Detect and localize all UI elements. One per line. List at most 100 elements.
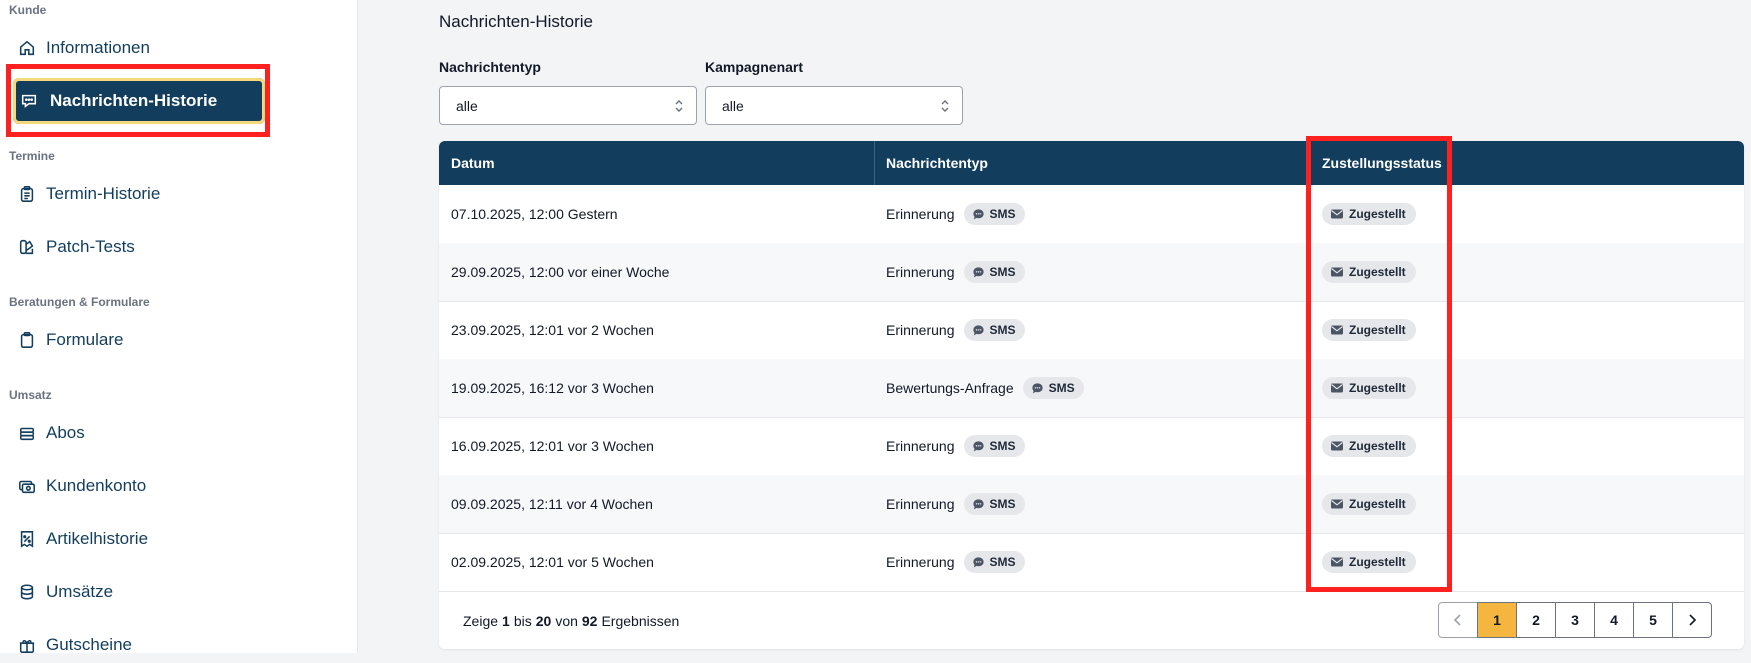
date-cell: 02.09.2025, 12:01 vor 5 Wochen xyxy=(451,533,654,591)
channel-badge: SMS xyxy=(963,493,1025,515)
type-cell: Erinnerung SMS xyxy=(886,533,1025,591)
channel-badge: SMS xyxy=(963,435,1025,457)
envelope-icon xyxy=(1331,499,1343,509)
table-row: 23.09.2025, 12:01 vor 2 Wochen Erinnerung… xyxy=(439,301,1744,360)
sidebar-item-termin-historie[interactable]: Termin-Historie xyxy=(18,176,160,212)
prev-page-button[interactable] xyxy=(1438,602,1478,638)
type-cell: Erinnerung SMS xyxy=(886,475,1025,533)
status-text: Zugestellt xyxy=(1349,439,1406,453)
column-header-zustellungsstatus[interactable]: Zustellungsstatus xyxy=(1322,155,1442,171)
type-text: Erinnerung xyxy=(886,554,955,570)
sidebar: Kunde Informationen Nachrichten-Historie… xyxy=(0,0,358,654)
summary-to: 20 xyxy=(535,612,552,629)
date-text: 29.09.2025, 12:00 vor einer Woche xyxy=(451,264,670,280)
summary-text: Ergebnissen xyxy=(601,612,680,629)
sidebar-item-umsaetze[interactable]: Umsätze xyxy=(18,574,113,610)
date-text: 07.10.2025, 12:00 Gestern xyxy=(451,206,618,222)
type-text: Bewertungs-Anfrage xyxy=(886,380,1014,396)
summary-from: 1 xyxy=(502,612,510,629)
type-text: Erinnerung xyxy=(886,496,955,512)
type-text: Erinnerung xyxy=(886,438,955,454)
column-divider xyxy=(874,141,875,185)
summary-text: von xyxy=(555,612,578,629)
sidebar-item-abos[interactable]: Abos xyxy=(18,415,85,451)
sidebar-item-label: Patch-Tests xyxy=(46,237,135,256)
chat-bubble-icon xyxy=(972,556,984,567)
date-text: 09.09.2025, 12:11 vor 4 Wochen xyxy=(451,496,653,512)
summary-total: 92 xyxy=(581,612,598,629)
channel-text: SMS xyxy=(989,265,1016,279)
channel-badge: SMS xyxy=(963,551,1025,573)
section-label-kunde: Kunde xyxy=(9,3,47,17)
sidebar-item-patch-tests[interactable]: Patch-Tests xyxy=(18,229,135,265)
table-row: 09.09.2025, 12:11 vor 4 Wochen Erinnerung… xyxy=(439,475,1744,534)
page-button-2[interactable]: 2 xyxy=(1516,602,1556,638)
column-header-datum[interactable]: Datum xyxy=(451,155,495,171)
channel-text: SMS xyxy=(1048,381,1075,395)
status-text: Zugestellt xyxy=(1349,555,1406,569)
sidebar-item-label: Informationen xyxy=(46,38,150,57)
column-header-nachrichtentyp[interactable]: Nachrichtentyp xyxy=(886,155,988,171)
sidebar-item-label: Gutscheine xyxy=(46,635,132,654)
status-text: Zugestellt xyxy=(1349,265,1406,279)
channel-text: SMS xyxy=(989,555,1016,569)
envelope-icon xyxy=(1331,383,1343,393)
message-icon xyxy=(20,92,38,110)
page-button-1[interactable]: 1 xyxy=(1477,602,1517,638)
page-button-4[interactable]: 4 xyxy=(1594,602,1634,638)
clipboard-icon xyxy=(18,331,36,349)
sidebar-item-formulare[interactable]: Formulare xyxy=(18,322,123,358)
results-summary: Zeige 1 bis 20 von 92 Ergebnissen xyxy=(463,592,679,649)
stack-icon xyxy=(18,424,36,442)
status-cell: Zugestellt xyxy=(1322,359,1416,417)
sidebar-item-kundenkonto[interactable]: Kundenkonto xyxy=(18,468,146,504)
table-row: 07.10.2025, 12:00 Gestern Erinnerung SMS Zu… xyxy=(439,185,1744,244)
chat-bubble-icon xyxy=(972,440,984,451)
channel-badge: SMS xyxy=(963,203,1025,225)
database-icon xyxy=(18,583,36,601)
channel-text: SMS xyxy=(989,207,1016,221)
chat-bubble-icon xyxy=(972,208,984,219)
status-cell: Zugestellt xyxy=(1322,185,1416,243)
section-label-termine: Termine xyxy=(9,149,55,163)
sidebar-item-label: Artikelhistorie xyxy=(46,529,149,548)
page-button-5[interactable]: 5 xyxy=(1633,602,1673,638)
table-header: Datum Nachrichtentyp Zustellungsstatus xyxy=(439,141,1744,185)
channel-text: SMS xyxy=(989,439,1016,453)
kampagnenart-select[interactable]: alle xyxy=(705,86,963,125)
summary-text: Zeige xyxy=(463,612,499,629)
channel-badge: SMS xyxy=(963,261,1025,283)
chevron-up-down-icon xyxy=(941,100,949,112)
sidebar-item-label: Kundenkonto xyxy=(46,476,147,495)
date-cell: 16.09.2025, 12:01 vor 3 Wochen xyxy=(451,417,654,475)
type-cell: Erinnerung SMS xyxy=(886,243,1025,301)
date-cell: 07.10.2025, 12:00 Gestern xyxy=(451,185,618,243)
receipt-percent-icon xyxy=(18,530,36,548)
type-cell: Erinnerung SMS xyxy=(886,417,1025,475)
next-page-button[interactable] xyxy=(1672,602,1712,638)
filter-label-kampagnenart: Kampagnenart xyxy=(705,59,804,75)
select-value: alle xyxy=(456,97,478,114)
date-cell: 09.09.2025, 12:11 vor 4 Wochen xyxy=(451,475,653,533)
chat-bubble-icon xyxy=(972,324,984,335)
page-button-3[interactable]: 3 xyxy=(1555,602,1595,638)
sidebar-item-gutscheine[interactable]: Gutscheine xyxy=(18,627,132,663)
type-cell: Erinnerung SMS xyxy=(886,185,1025,243)
section-label-umsatz: Umsatz xyxy=(9,388,52,402)
message-history-table: Datum Nachrichtentyp Zustellungsstatus 0… xyxy=(439,141,1744,649)
table-footer: Zeige 1 bis 20 von 92 Ergebnissen 1 2 3 … xyxy=(439,592,1744,649)
channel-badge: SMS xyxy=(1022,377,1084,399)
sidebar-item-informationen[interactable]: Informationen xyxy=(18,30,150,66)
status-cell: Zugestellt xyxy=(1322,243,1416,301)
date-cell: 23.09.2025, 12:01 vor 2 Wochen xyxy=(451,301,654,359)
table-row: 16.09.2025, 12:01 vor 3 Wochen Erinnerung… xyxy=(439,417,1744,476)
envelope-icon xyxy=(1331,441,1343,451)
channel-text: SMS xyxy=(989,323,1016,337)
sidebar-item-nachrichten-historie[interactable]: Nachrichten-Historie xyxy=(13,78,265,124)
table-row: 02.09.2025, 12:01 vor 5 Wochen Erinnerung… xyxy=(439,533,1744,592)
status-badge: Zugestellt xyxy=(1322,261,1416,283)
type-text: Erinnerung xyxy=(886,322,955,338)
sidebar-item-artikelhistorie[interactable]: Artikelhistorie xyxy=(18,521,148,557)
nachrichtentyp-select[interactable]: alle xyxy=(439,86,697,125)
channel-badge: SMS xyxy=(963,319,1025,341)
